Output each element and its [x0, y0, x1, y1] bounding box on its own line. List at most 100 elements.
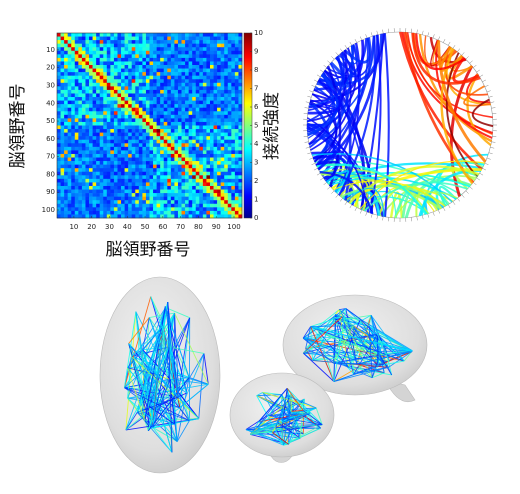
heatmap-cell [224, 86, 229, 91]
heatmap-cell [153, 97, 157, 101]
heatmap-cell [209, 214, 214, 219]
heatmap-cell [138, 200, 143, 205]
colorbar-tick-label: 10 [254, 29, 263, 37]
heatmap-cell [81, 203, 86, 208]
heatmap-cell [149, 36, 154, 41]
heatmap-cell [117, 40, 122, 44]
heatmap-cell [195, 150, 200, 155]
heatmap-cell [185, 143, 189, 148]
heatmap-cell [99, 171, 104, 176]
heatmap-cell [224, 189, 229, 194]
heatmap-cell [78, 139, 83, 144]
heatmap-cell [149, 157, 154, 162]
heatmap-cell [145, 132, 150, 137]
heatmap-cell [117, 89, 122, 94]
heatmap-cell [153, 157, 157, 162]
heatmap-cell [188, 57, 193, 62]
chord [359, 160, 485, 210]
heatmap-cell [153, 189, 157, 194]
heatmap-cell [106, 33, 111, 37]
heatmap-cell [220, 157, 225, 162]
heatmap-cell [145, 75, 150, 80]
chord [394, 191, 458, 219]
heatmap-cell [192, 175, 197, 180]
brain-edge [333, 308, 347, 382]
heatmap-cell [85, 40, 90, 44]
heatmap-cell [202, 121, 207, 126]
heatmap-cell [156, 193, 161, 197]
heatmap-cell [117, 150, 122, 155]
x-tick-label: 90 [212, 223, 221, 231]
heatmap-cell [213, 161, 218, 165]
heatmap-cell [177, 79, 182, 84]
brain-edge [203, 353, 209, 385]
heatmap-cell [167, 185, 172, 190]
heatmap-cell [78, 157, 83, 162]
y-tick-label: 10 [46, 46, 55, 54]
heatmap-cell [156, 182, 161, 187]
heatmap-cell [185, 129, 189, 133]
heatmap-cell [163, 33, 168, 37]
heatmap-cell [85, 168, 90, 173]
heatmap-cell [170, 118, 175, 123]
heatmap-cell [213, 75, 218, 80]
heatmap-cell [103, 89, 108, 94]
brain-edge [360, 318, 413, 352]
heatmap-cell [113, 175, 118, 180]
brain-edge [341, 316, 358, 365]
heatmap-cell [110, 82, 115, 87]
heatmap-cell [142, 107, 147, 112]
heatmap-cell [153, 146, 157, 151]
heatmap-cell [57, 97, 61, 101]
heatmap-cell [78, 104, 83, 109]
heatmap-cell [202, 50, 207, 55]
heatmap-cell [60, 200, 65, 205]
node-tick [482, 79, 487, 83]
heatmap-cell [199, 107, 204, 112]
heatmap-cell [206, 72, 211, 76]
heatmap-cell [103, 129, 108, 133]
heatmap-cell [103, 189, 108, 194]
heatmap-cell [188, 40, 193, 44]
heatmap-cell [85, 50, 90, 55]
heatmap-cell [167, 146, 172, 151]
heatmap-cell [188, 150, 193, 155]
heatmap-cell [64, 182, 68, 187]
brain-edge [127, 325, 164, 369]
heatmap-cell [92, 132, 97, 137]
heatmap-cell [185, 132, 189, 137]
heatmap-cell [181, 189, 186, 194]
heatmap-cell [174, 40, 179, 44]
heatmap-cell [192, 207, 197, 212]
heatmap-cell [234, 150, 239, 155]
heatmap-cell [156, 150, 161, 155]
heatmap-cell [199, 203, 204, 208]
heatmap-cell [224, 193, 229, 197]
heatmap-cell [99, 111, 104, 116]
heatmap-cell [131, 79, 136, 84]
heatmap-cell [192, 214, 197, 219]
heatmap-cell [224, 75, 229, 80]
heatmap-cell [64, 121, 68, 126]
heatmap-cell [217, 93, 221, 98]
heatmap-cell [128, 111, 133, 116]
heatmap-cell [60, 161, 65, 165]
heatmap-cell [217, 200, 221, 205]
heatmap-cell [149, 54, 154, 59]
heatmap-cell [57, 168, 61, 173]
node-tick [349, 41, 353, 46]
heatmap-cell [213, 143, 218, 148]
heatmap-cell [92, 210, 97, 215]
heatmap-cell [149, 33, 154, 37]
brain-edge [305, 348, 373, 379]
heatmap-cell [209, 153, 214, 158]
heatmap-cell [106, 36, 111, 41]
heatmap-cell [124, 200, 129, 205]
heatmap-cell [177, 61, 182, 66]
heatmap-cell [106, 72, 111, 76]
heatmap-cell [74, 93, 79, 98]
heatmap-cell [64, 196, 68, 201]
heatmap-cell [181, 161, 186, 165]
heatmap-cell [60, 82, 65, 87]
heatmap-cell [138, 189, 143, 194]
